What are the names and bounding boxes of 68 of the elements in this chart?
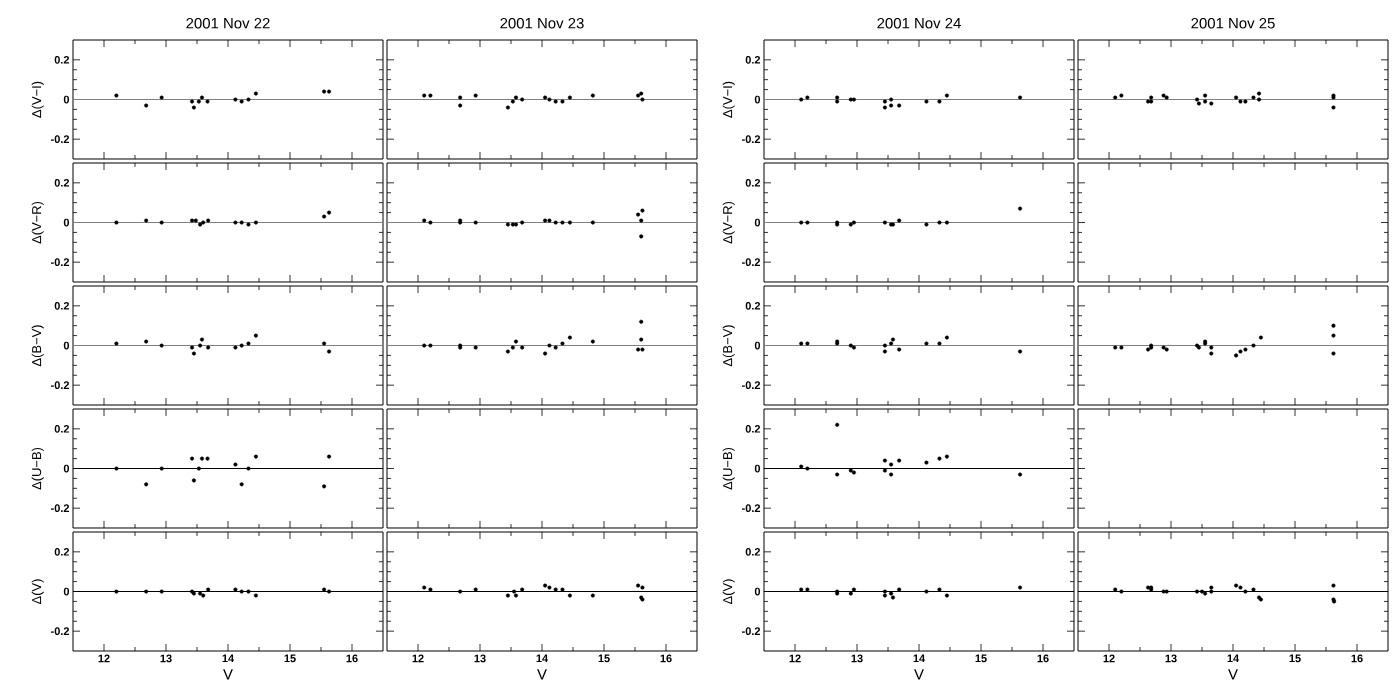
x-tick-label: 16 (1351, 654, 1363, 663)
y-axis-title: Δ(V) (722, 579, 735, 605)
chart-title: 2001 Nov 25 (1191, 17, 1275, 29)
x-tick-label: 13 (851, 654, 863, 663)
x-tick-label: 12 (412, 654, 424, 663)
y-tick-label: 0 (63, 95, 70, 104)
y-tick-label: 0 (63, 218, 70, 227)
x-tick-label: 13 (1165, 654, 1177, 663)
x-tick-label: 12 (789, 654, 801, 663)
y-axis-title: Δ(U−B) (722, 447, 735, 490)
y-tick-label: 0.2 (54, 55, 70, 64)
x-tick-label: 16 (660, 654, 672, 663)
x-axis-title: V (223, 669, 233, 680)
x-tick-label: 13 (474, 654, 486, 663)
x-tick-label: 15 (975, 654, 987, 663)
y-tick-label: 0 (754, 464, 761, 473)
x-tick-label: 16 (1037, 654, 1049, 663)
y-tick-label: 0.2 (745, 55, 761, 64)
y-tick-label: 0.2 (54, 301, 70, 310)
x-tick-label: 14 (536, 654, 549, 663)
y-axis-title: Δ(U−B) (31, 447, 44, 490)
y-tick-label: 0 (63, 464, 70, 473)
y-tick-label: 0 (754, 95, 761, 104)
y-tick-label: 0 (754, 218, 761, 227)
y-tick-label: 0.2 (745, 301, 761, 310)
y-tick-label: -0.2 (742, 627, 761, 636)
x-tick-label: 13 (160, 654, 172, 663)
y-tick-label: -0.2 (742, 135, 761, 144)
chart-title: 2001 Nov 23 (500, 17, 584, 29)
y-tick-label: 0 (754, 587, 761, 596)
x-tick-label: 12 (98, 654, 110, 663)
x-tick-label: 14 (222, 654, 235, 663)
y-axis-title: Δ(V−R) (31, 201, 44, 244)
y-tick-label: -0.2 (51, 627, 70, 636)
x-tick-label: 15 (284, 654, 296, 663)
x-tick-label: 14 (1227, 654, 1240, 663)
x-axis-title: V (1228, 669, 1238, 680)
x-tick-label: 14 (913, 654, 926, 663)
chart-title: 2001 Nov 22 (186, 17, 270, 29)
x-tick-label: 15 (1289, 654, 1301, 663)
y-tick-label: 0.2 (54, 424, 70, 433)
y-tick-label: 0 (63, 341, 70, 350)
y-axis-title: Δ(V−I) (31, 81, 44, 118)
y-tick-label: -0.2 (742, 258, 761, 267)
y-tick-label: 0.2 (54, 178, 70, 187)
y-axis-title: Δ(B−V) (31, 325, 44, 367)
y-tick-label: 0.2 (745, 547, 761, 556)
y-tick-label: 0 (754, 341, 761, 350)
y-axis-title: Δ(V−I) (722, 81, 735, 118)
y-tick-label: 0.2 (745, 178, 761, 187)
x-axis-title: V (537, 669, 547, 680)
x-axis-title: V (914, 669, 924, 680)
y-tick-label: -0.2 (742, 504, 761, 513)
chart-title: 2001 Nov 24 (877, 17, 961, 29)
x-tick-label: 16 (346, 654, 358, 663)
y-tick-label: 0.2 (54, 547, 70, 556)
x-tick-label: 15 (598, 654, 610, 663)
y-tick-label: -0.2 (51, 135, 70, 144)
x-tick-label: 12 (1103, 654, 1115, 663)
y-tick-label: -0.2 (742, 381, 761, 390)
y-axis-title: Δ(V) (31, 579, 44, 605)
y-tick-label: 0 (63, 587, 70, 596)
y-tick-label: -0.2 (51, 504, 70, 513)
y-tick-label: -0.2 (51, 381, 70, 390)
y-axis-title: Δ(B−V) (722, 325, 735, 367)
y-tick-label: -0.2 (51, 258, 70, 267)
y-tick-label: 0.2 (745, 424, 761, 433)
y-axis-title: Δ(V−R) (722, 201, 735, 244)
